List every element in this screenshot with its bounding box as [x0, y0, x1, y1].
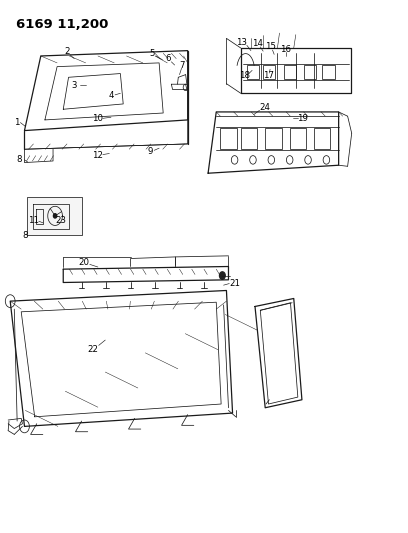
Text: 4: 4	[108, 92, 114, 100]
Text: 21: 21	[229, 279, 240, 288]
Text: 6169 11,200: 6169 11,200	[16, 18, 109, 30]
Bar	[27, 197, 82, 235]
Bar	[247, 65, 259, 79]
Text: 20: 20	[78, 258, 89, 266]
Text: 15: 15	[265, 43, 276, 51]
Text: 3: 3	[71, 81, 77, 90]
Text: 12: 12	[93, 151, 103, 160]
Text: 16: 16	[280, 45, 291, 53]
Bar	[263, 65, 275, 79]
Text: 5: 5	[149, 49, 155, 58]
Text: 8: 8	[17, 156, 22, 164]
Bar	[220, 128, 237, 149]
Text: 17: 17	[263, 71, 274, 80]
Bar	[284, 65, 296, 79]
Text: 9: 9	[147, 148, 153, 156]
Bar	[304, 65, 316, 79]
Text: 18: 18	[239, 71, 250, 80]
Text: 23: 23	[55, 216, 66, 224]
Text: 13: 13	[236, 38, 247, 47]
Text: 7: 7	[180, 61, 185, 69]
Text: 14: 14	[252, 39, 262, 48]
Text: 24: 24	[260, 103, 271, 112]
Bar	[314, 128, 330, 149]
Bar	[241, 128, 257, 149]
Text: 10: 10	[93, 114, 103, 123]
Bar	[322, 65, 335, 79]
Text: 11: 11	[28, 216, 39, 224]
Text: 2: 2	[64, 47, 70, 56]
Circle shape	[53, 214, 57, 218]
Bar	[290, 128, 306, 149]
Text: 8: 8	[22, 231, 28, 240]
Text: 19: 19	[297, 114, 308, 123]
Circle shape	[220, 272, 225, 279]
Text: 22: 22	[88, 345, 98, 353]
Text: 1: 1	[13, 118, 19, 127]
Text: 6: 6	[165, 54, 171, 63]
Bar	[265, 128, 282, 149]
